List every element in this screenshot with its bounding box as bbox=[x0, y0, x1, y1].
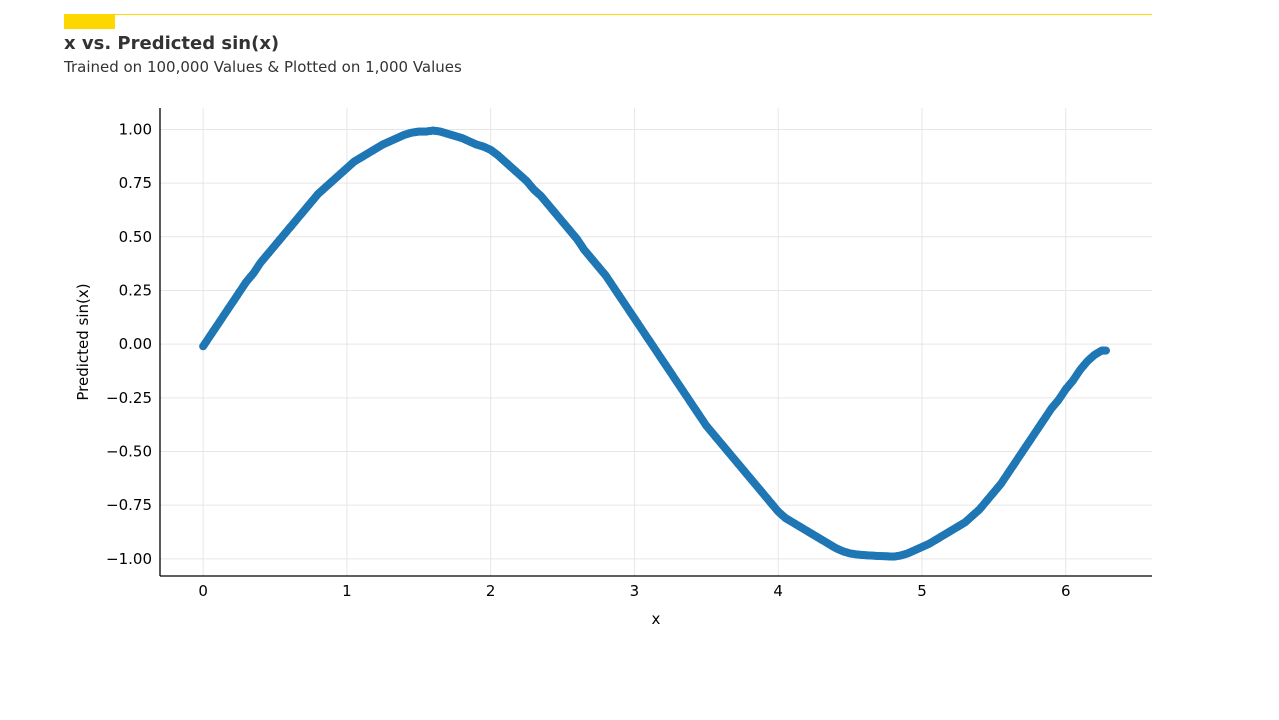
scatter-point bbox=[1101, 346, 1110, 355]
x-tick-label: 3 bbox=[630, 582, 640, 600]
chart-subtitle: Trained on 100,000 Values & Plotted on 1… bbox=[64, 58, 462, 76]
x-axis-label: x bbox=[652, 610, 661, 628]
x-tick-label: 6 bbox=[1061, 582, 1071, 600]
y-tick-label: −1.00 bbox=[106, 550, 152, 568]
x-tick-label: 0 bbox=[198, 582, 208, 600]
y-tick-label: 0.25 bbox=[119, 281, 152, 299]
chart-title: x vs. Predicted sin(x) bbox=[64, 33, 280, 54]
header-top-rule bbox=[64, 14, 1152, 15]
y-tick-label: 0.75 bbox=[119, 174, 152, 192]
title-accent-bar bbox=[64, 14, 115, 29]
y-tick-label: 1.00 bbox=[119, 120, 152, 138]
scatter-points bbox=[199, 126, 1110, 561]
x-tick-label: 2 bbox=[486, 582, 496, 600]
tick-labels: 0 1 2 3 4 5 6 1.00 0.75 0.50 0.25 0.00 −0.25 −0.50 −0.… bbox=[106, 120, 1070, 600]
y-axis-label: Predicted sin(x) bbox=[74, 283, 92, 400]
y-tick-label: −0.50 bbox=[106, 442, 152, 460]
y-tick-label: −0.75 bbox=[106, 496, 152, 514]
x-tick-label: 5 bbox=[917, 582, 927, 600]
y-tick-label: −0.25 bbox=[106, 389, 152, 407]
x-tick-label: 4 bbox=[773, 582, 783, 600]
y-tick-label: 0.00 bbox=[119, 335, 152, 353]
x-tick-label: 1 bbox=[342, 582, 352, 600]
grid-lines bbox=[160, 108, 1152, 576]
chart-axes bbox=[159, 108, 1152, 577]
y-tick-label: 0.50 bbox=[119, 228, 152, 246]
